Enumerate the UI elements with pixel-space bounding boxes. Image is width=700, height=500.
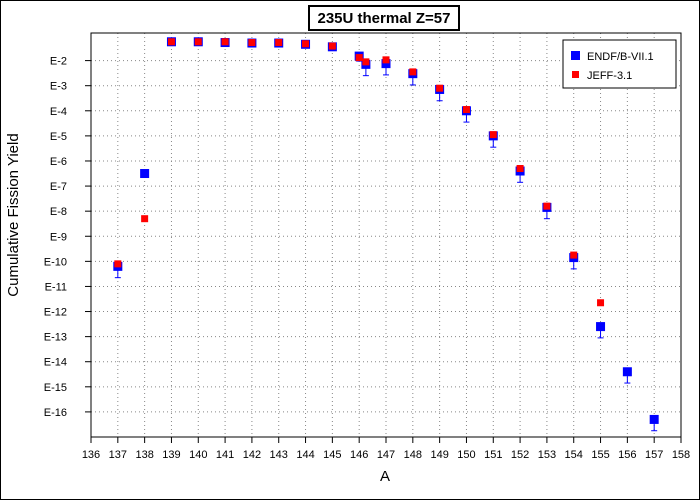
jeff-point: [597, 299, 605, 307]
x-tick-label: 150: [457, 449, 475, 461]
jeff-point: [194, 38, 202, 46]
jeff-point: [382, 56, 390, 64]
x-tick-label: 154: [565, 449, 583, 461]
endf-point: [381, 59, 391, 69]
jeff-point: [141, 215, 149, 223]
y-tick-label: E-4: [50, 106, 67, 118]
error-bars: [114, 56, 658, 432]
jeff-point: [489, 131, 497, 139]
x-tick-label: 155: [591, 449, 609, 461]
jeff-point: [302, 40, 310, 48]
x-tick-label: 137: [109, 449, 127, 461]
endf-point: [649, 414, 659, 424]
jeff-point: [543, 202, 551, 210]
legend-endf-label: ENDF/B-VII.1: [587, 51, 654, 63]
x-tick-label: 140: [189, 449, 207, 461]
jeff-point: [516, 165, 524, 173]
y-axis-label: Cumulative Fission Yield: [5, 133, 22, 296]
y-tick-label: E-10: [44, 256, 67, 268]
x-tick-label: 156: [618, 449, 636, 461]
jeff-point: [248, 39, 256, 47]
legend: ENDF/B-VII.1 JEFF-3.1: [562, 39, 677, 89]
x-tick-label: 144: [296, 449, 314, 461]
x-tick-label: 139: [162, 449, 180, 461]
endf-point: [140, 169, 150, 179]
y-tick-label: E-8: [50, 206, 67, 218]
y-tick-label: E-5: [50, 131, 67, 143]
endf-point: [622, 367, 632, 377]
jeff-point: [167, 38, 175, 46]
legend-jeff-label: JEFF-3.1: [587, 70, 632, 82]
x-tick-label: 147: [377, 449, 395, 461]
y-tick-label: E-6: [50, 156, 67, 168]
y-tick-label: E-3: [50, 81, 67, 93]
jeff-point: [275, 39, 283, 47]
y-tick-label: E-7: [50, 181, 67, 193]
y-tick-label: E-16: [44, 407, 67, 419]
y-tick-label: E-15: [44, 382, 67, 394]
x-tick-label: 152: [511, 449, 529, 461]
x-tick-label: 153: [538, 449, 556, 461]
x-tick-label: 142: [243, 449, 261, 461]
legend-endf-marker: [571, 51, 580, 60]
jeff-point: [221, 38, 229, 46]
x-tick-label: 146: [350, 449, 368, 461]
x-tick-label: 141: [216, 449, 234, 461]
jeff-point: [409, 68, 417, 76]
x-tick-label: 136: [82, 449, 100, 461]
y-tick-label: E-2: [50, 56, 67, 68]
jeff-point: [462, 106, 470, 114]
x-tick-label: 143: [270, 449, 288, 461]
y-tick-label: E-9: [50, 231, 67, 243]
legend-jeff-marker: [572, 71, 579, 78]
data-markers: [113, 37, 659, 424]
legend-box: [562, 39, 677, 89]
y-tick-label: E-13: [44, 332, 67, 344]
x-tick-label: 151: [484, 449, 502, 461]
x-tick-label: 138: [135, 449, 153, 461]
jeff-point: [436, 84, 444, 92]
x-axis-label: A: [380, 468, 390, 485]
jeff-point: [355, 54, 363, 62]
x-tick-label: 148: [404, 449, 422, 461]
x-tick-label: 145: [323, 449, 341, 461]
jeff-point: [328, 42, 336, 50]
jeff-point: [570, 251, 578, 259]
x-tick-label: 157: [645, 449, 663, 461]
jeff-point: [114, 260, 122, 268]
endf-point: [596, 322, 606, 332]
chart-title: 235U thermal Z=57: [308, 5, 460, 31]
x-tick-label: 158: [672, 449, 690, 461]
jeff-point: [362, 58, 370, 66]
y-tick-label: E-14: [44, 357, 67, 369]
x-tick-label: 149: [430, 449, 448, 461]
y-tick-label: E-12: [44, 307, 67, 319]
axis-ticks: 136 137 138 139 140 141 142 143 144 145 146 147 148 1…: [44, 56, 690, 461]
y-tick-label: E-11: [45, 281, 67, 293]
grid-lines: [91, 33, 681, 437]
